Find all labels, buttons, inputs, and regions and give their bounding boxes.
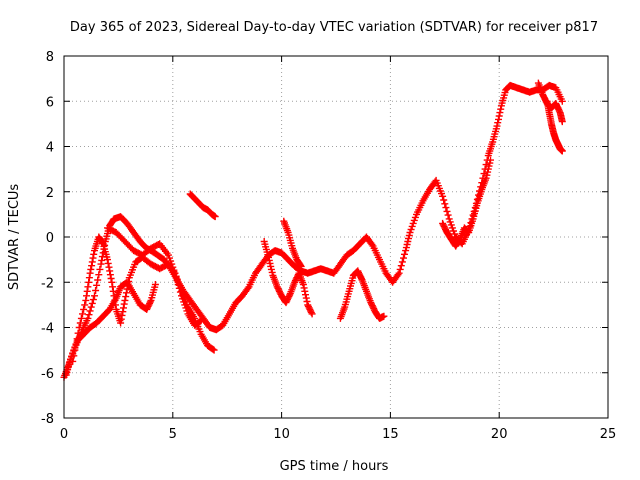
x-axis-label: GPS time / hours <box>280 459 389 474</box>
plus-marks <box>280 217 305 270</box>
series-trace-6 <box>260 238 316 318</box>
plus-marks <box>260 238 316 318</box>
y-tick-label: -8 <box>41 412 54 427</box>
plus-marks <box>186 190 219 221</box>
series-trace-9 <box>439 156 494 250</box>
data-points <box>60 79 566 381</box>
x-tick-label: 5 <box>169 427 177 442</box>
plus-marks <box>439 156 494 250</box>
series-trace-5 <box>186 190 219 221</box>
y-tick-label: 2 <box>46 186 54 201</box>
y-axis-label: SDTVAR / TECUs <box>7 184 22 291</box>
series-trace-11 <box>534 79 566 126</box>
series-trace-4 <box>104 224 205 329</box>
y-tick-label: 6 <box>46 95 54 110</box>
y-tick-label: 4 <box>46 141 54 156</box>
plus-marks <box>62 278 159 379</box>
x-tick-label: 0 <box>60 427 68 442</box>
x-tick-label: 20 <box>491 427 508 442</box>
y-tick-label: 8 <box>46 50 54 65</box>
plus-marks <box>336 267 388 322</box>
y-tick-label: -2 <box>41 276 54 291</box>
y-tick-label: -6 <box>41 367 54 382</box>
x-tick-label: 15 <box>382 427 399 442</box>
series-trace-8 <box>336 267 388 322</box>
plus-marks <box>104 224 205 329</box>
plus-marks <box>534 79 566 126</box>
series-trace-7 <box>280 217 305 270</box>
x-tick-label: 25 <box>600 427 617 442</box>
y-tick-label: 0 <box>46 231 54 246</box>
x-tick-label: 10 <box>273 427 290 442</box>
axis-ticks: 0 5 10 15 20 25 -8 -6 -4 -2 0 2 4 6 8 <box>41 50 616 442</box>
y-tick-label: -4 <box>41 322 54 337</box>
chart-title: Day 365 of 2023, Sidereal Day-to-day VTE… <box>70 20 598 35</box>
gridlines <box>64 56 608 418</box>
series-trace-1 <box>60 81 566 381</box>
series-trace-3 <box>62 278 159 379</box>
plus-marks <box>60 81 566 381</box>
plot-frame <box>63 55 609 419</box>
